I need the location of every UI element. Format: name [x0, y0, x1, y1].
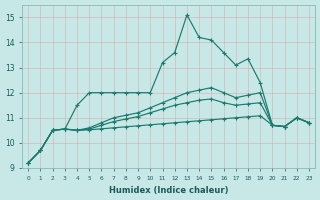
X-axis label: Humidex (Indice chaleur): Humidex (Indice chaleur): [109, 186, 228, 195]
